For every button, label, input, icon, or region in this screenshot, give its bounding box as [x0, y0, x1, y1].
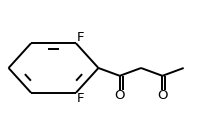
Text: F: F	[77, 31, 85, 44]
Text: F: F	[77, 92, 85, 105]
Text: O: O	[157, 89, 168, 102]
Text: O: O	[114, 89, 125, 102]
